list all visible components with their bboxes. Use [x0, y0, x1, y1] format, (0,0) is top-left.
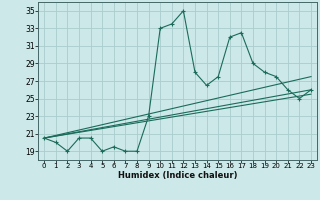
X-axis label: Humidex (Indice chaleur): Humidex (Indice chaleur)	[118, 171, 237, 180]
